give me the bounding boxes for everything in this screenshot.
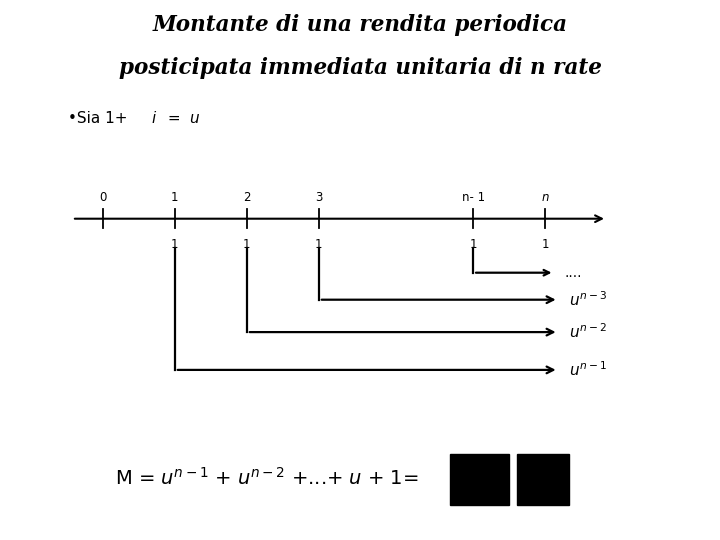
Bar (450, 454, 509, 505)
Text: =: = (163, 111, 186, 126)
Text: u: u (189, 111, 199, 126)
Text: 1: 1 (315, 238, 323, 251)
Text: 0: 0 (99, 191, 107, 204)
Text: 1: 1 (469, 238, 477, 251)
Text: n: n (541, 191, 549, 204)
Text: 1: 1 (171, 238, 179, 251)
Text: $u^{n-1}$: $u^{n-1}$ (569, 361, 607, 379)
Text: 1: 1 (541, 238, 549, 251)
Text: posticipata immediata unitaria di n rate: posticipata immediata unitaria di n rate (119, 57, 601, 79)
Text: Montante di una rendita periodica: Montante di una rendita periodica (153, 14, 567, 36)
Text: •Sia 1+: •Sia 1+ (68, 111, 128, 126)
Text: n- 1: n- 1 (462, 191, 485, 204)
Text: M = $u^{n-1}$ + $u^{n-2}$ +...+ $u$ + 1=: M = $u^{n-1}$ + $u^{n-2}$ +...+ $u$ + 1= (115, 467, 419, 489)
Text: 2: 2 (243, 191, 251, 204)
Bar (517, 454, 569, 505)
Text: $u^{n-2}$: $u^{n-2}$ (569, 323, 607, 341)
Text: 1: 1 (243, 238, 251, 251)
Text: 1: 1 (171, 191, 179, 204)
Text: 3: 3 (315, 191, 323, 204)
Text: ....: .... (564, 266, 582, 280)
Text: i: i (151, 111, 156, 126)
Text: $u^{n-3}$: $u^{n-3}$ (569, 291, 607, 309)
